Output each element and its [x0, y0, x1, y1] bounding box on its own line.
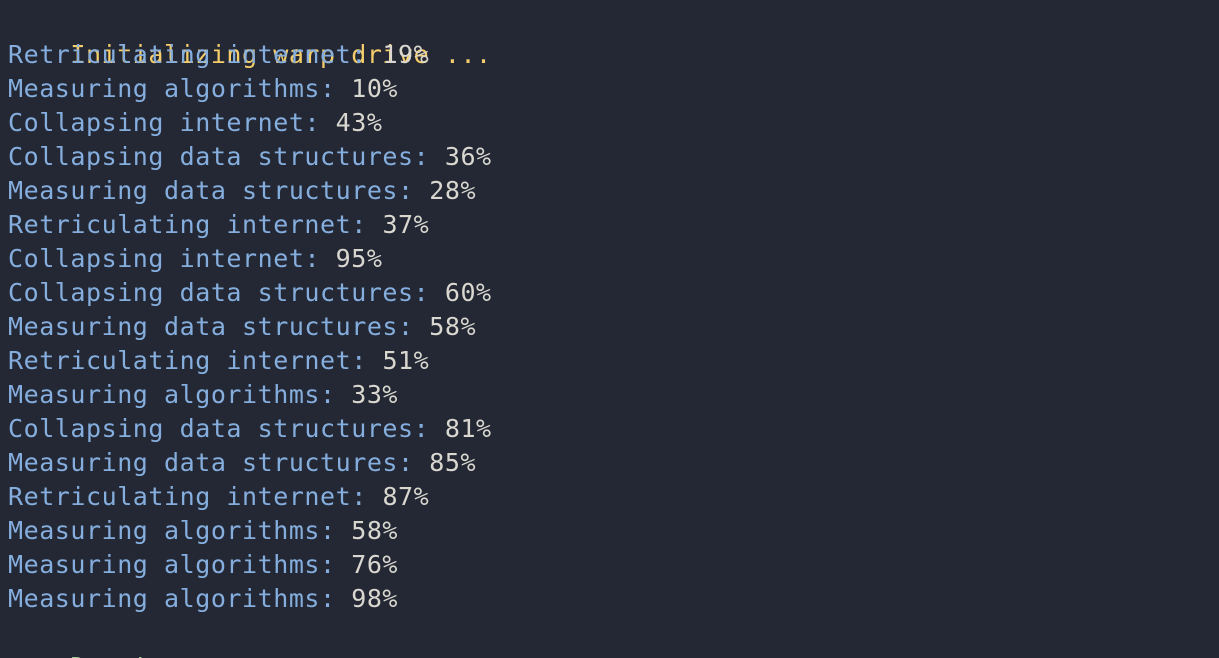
progress-line: Measuring algorithms: 98%	[8, 582, 1219, 616]
progress-line: Retriculating internet: 51%	[8, 344, 1219, 378]
progress-task-label: Measuring algorithms	[8, 74, 321, 103]
progress-separator: :	[351, 482, 383, 511]
progress-separator: :	[320, 380, 352, 409]
progress-percent-value: 43%	[335, 108, 383, 137]
progress-task-label: Measuring data structures	[8, 448, 399, 477]
progress-line: Retriculating internet: 87%	[8, 480, 1219, 514]
progress-percent-value: 58%	[429, 312, 477, 341]
progress-percent-value: 81%	[444, 414, 492, 443]
progress-percent-value: 76%	[351, 550, 399, 579]
progress-line: Measuring algorithms: 58%	[8, 514, 1219, 548]
progress-separator: :	[320, 584, 352, 613]
progress-task-label: Measuring data structures	[8, 176, 399, 205]
progress-separator: :	[351, 346, 383, 375]
progress-separator: :	[413, 142, 445, 171]
progress-separator: :	[398, 176, 430, 205]
progress-percent-value: 51%	[382, 346, 430, 375]
progress-percent-value: 87%	[382, 482, 430, 511]
progress-task-label: Measuring algorithms	[8, 584, 321, 613]
progress-percent-value: 85%	[429, 448, 477, 477]
progress-percent-value: 36%	[444, 142, 492, 171]
terminal-done-line: Done!	[8, 616, 1219, 658]
progress-percent-value: 98%	[351, 584, 399, 613]
progress-separator: :	[351, 40, 383, 69]
progress-task-label: Retriculating internet	[8, 40, 352, 69]
progress-percent-value: 37%	[382, 210, 430, 239]
progress-line: Collapsing data structures: 36%	[8, 140, 1219, 174]
progress-percent-value: 58%	[351, 516, 399, 545]
progress-separator: :	[398, 448, 430, 477]
progress-task-label: Retriculating internet	[8, 346, 352, 375]
terminal-title-line: Initializing warp drive ...	[8, 4, 1219, 69]
progress-line: Retriculating internet: 19%	[8, 38, 1219, 72]
progress-separator: :	[320, 550, 352, 579]
progress-task-label: Collapsing data structures	[8, 142, 414, 171]
progress-line: Measuring data structures: 85%	[8, 446, 1219, 480]
progress-percent-value: 60%	[444, 278, 492, 307]
progress-line: Retriculating internet: 37%	[8, 208, 1219, 242]
progress-task-label: Measuring data structures	[8, 312, 399, 341]
progress-task-label: Measuring algorithms	[8, 550, 321, 579]
progress-task-label: Collapsing internet	[8, 108, 305, 137]
progress-task-label: Measuring algorithms	[8, 380, 321, 409]
progress-separator: :	[351, 210, 383, 239]
progress-task-label: Collapsing data structures	[8, 278, 414, 307]
warp-drive-title: Initializing warp drive ...	[70, 40, 492, 69]
progress-percent-value: 28%	[429, 176, 477, 205]
progress-percent-value: 33%	[351, 380, 399, 409]
progress-separator: :	[413, 414, 445, 443]
progress-separator: :	[413, 278, 445, 307]
progress-line: Collapsing data structures: 60%	[8, 276, 1219, 310]
progress-task-label: Collapsing data structures	[8, 414, 414, 443]
progress-line: Measuring algorithms: 33%	[8, 378, 1219, 412]
progress-line: Collapsing internet: 95%	[8, 242, 1219, 276]
progress-task-label: Collapsing internet	[8, 244, 305, 273]
progress-line: Measuring algorithms: 10%	[8, 72, 1219, 106]
done-status-text: Done!	[70, 652, 148, 658]
progress-percent-value: 95%	[335, 244, 383, 273]
progress-percent-value: 19%	[382, 40, 430, 69]
progress-line: Measuring data structures: 58%	[8, 310, 1219, 344]
progress-line: Collapsing internet: 43%	[8, 106, 1219, 140]
progress-percent-value: 10%	[351, 74, 399, 103]
progress-separator: :	[320, 516, 352, 545]
progress-line: Collapsing data structures: 81%	[8, 412, 1219, 446]
progress-separator: :	[304, 244, 336, 273]
progress-separator: :	[320, 74, 352, 103]
progress-separator: :	[398, 312, 430, 341]
progress-task-label: Measuring algorithms	[8, 516, 321, 545]
progress-line: Measuring algorithms: 76%	[8, 548, 1219, 582]
progress-task-label: Retriculating internet	[8, 482, 352, 511]
progress-separator: :	[304, 108, 336, 137]
progress-line: Measuring data structures: 28%	[8, 174, 1219, 208]
progress-task-label: Retriculating internet	[8, 210, 352, 239]
progress-line-list: Retriculating internet: 19% Measuring alg…	[8, 38, 1219, 616]
